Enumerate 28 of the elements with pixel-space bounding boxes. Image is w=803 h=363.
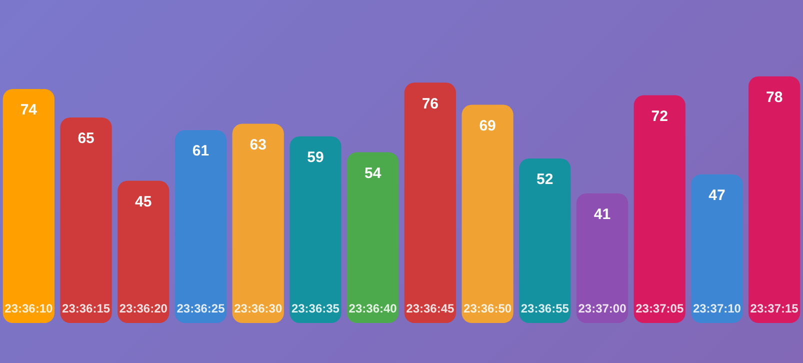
data-label: 52 xyxy=(536,171,554,188)
data-label: 72 xyxy=(651,108,668,125)
x-tick-label: 23:36:45 xyxy=(406,301,455,316)
x-tick-label: 23:37:00 xyxy=(578,301,627,316)
x-tick-label: 23:36:30 xyxy=(234,301,282,316)
x-tick-label: 23:37:10 xyxy=(692,301,742,316)
data-label: 63 xyxy=(250,136,266,154)
data-label: 54 xyxy=(364,164,382,182)
data-label: 59 xyxy=(307,149,324,166)
x-tick-label: 23:36:35 xyxy=(291,301,340,316)
data-label: 47 xyxy=(708,187,726,204)
data-label: 74 xyxy=(20,102,38,119)
data-label: 76 xyxy=(422,95,439,112)
x-tick-label: 23:37:05 xyxy=(636,301,684,316)
x-tick-label: 23:36:55 xyxy=(520,301,570,316)
x-tick-label: 23:37:15 xyxy=(750,301,799,316)
x-tick-label: 23:36:40 xyxy=(348,301,398,316)
data-label: 78 xyxy=(766,88,783,106)
data-label: 45 xyxy=(135,193,152,210)
data-label: 69 xyxy=(479,117,496,134)
x-tick-label: 23:36:50 xyxy=(464,301,512,316)
data-label: 65 xyxy=(78,130,94,148)
x-tick-label: 23:36:10 xyxy=(4,301,54,316)
x-tick-label: 23:36:25 xyxy=(176,301,226,316)
x-tick-label: 23:36:20 xyxy=(119,301,168,316)
data-label: 61 xyxy=(192,142,210,160)
x-tick-label: 23:36:15 xyxy=(62,301,110,316)
data-label: 41 xyxy=(594,206,611,223)
